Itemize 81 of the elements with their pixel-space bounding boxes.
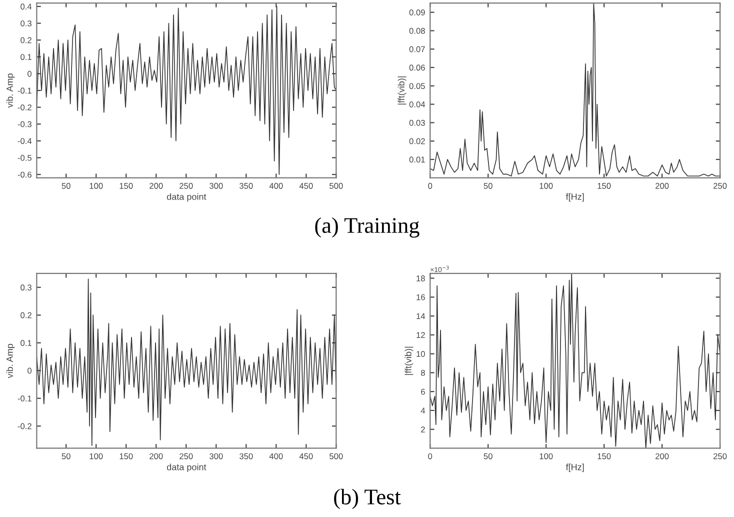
x-tick-label: 200 — [656, 182, 669, 189]
x-tick-label: 100 — [540, 453, 553, 460]
y-tick-label: 4 — [420, 408, 426, 414]
y-tick-label: 0.06 — [409, 64, 425, 71]
y-tick-label: 2 — [421, 426, 425, 432]
y-axis-title: |fft(vib)| — [404, 346, 414, 375]
x-tick-label: 50 — [484, 182, 492, 189]
x-tick-label: 500 — [330, 453, 343, 460]
y-tick-label: -0.1 — [18, 88, 32, 94]
x-tick-label: 100 — [540, 182, 553, 189]
x-tick-label: 0 — [428, 182, 432, 189]
y-tick-label: 0.03 — [409, 120, 425, 126]
text: (b) Test — [334, 488, 401, 509]
y-tick-label: -0.5 — [18, 154, 32, 161]
line-series — [36, 6, 336, 175]
x-tick-label: 50 — [62, 453, 70, 460]
x-tick-label: 350 — [240, 453, 253, 460]
x-tick-label: 500 — [330, 182, 343, 189]
line-series — [430, 3, 720, 176]
y-tick-label: 0.08 — [409, 28, 425, 34]
line-series — [430, 273, 720, 448]
y-tick-label: 8 — [420, 370, 425, 376]
y-tick-label: 0.09 — [409, 10, 425, 16]
y-tick-label: 0.02 — [409, 138, 425, 144]
x-axis-title: data point — [166, 193, 206, 202]
x-tick-label: 450 — [299, 453, 313, 460]
y-tick-label: 0.1 — [20, 340, 32, 346]
x-tick-label: 400 — [269, 453, 283, 460]
x-tick-label: 150 — [598, 182, 611, 189]
y-tick-label: -0.2 — [18, 423, 32, 430]
x-tick-label: 300 — [210, 182, 223, 189]
x-tick-label: 200 — [656, 453, 669, 460]
y-tick-label: 0 — [28, 368, 32, 374]
x-tick-label: 100 — [90, 182, 103, 189]
y-tick-label: -0.2 — [18, 104, 32, 110]
y-tick-label: -0.1 — [18, 396, 32, 402]
y-tick-label: -0.4 — [18, 138, 32, 144]
y-axis-title: vib. Amp — [6, 344, 15, 378]
y-tick-label: 6 — [421, 388, 425, 395]
y-tick-label: -0.3 — [18, 121, 32, 128]
y-tick-label: 0.3 — [20, 20, 32, 26]
y-tick-label: 12 — [416, 332, 425, 338]
y-tick-label: 0.1 — [20, 54, 32, 60]
x-tick-label: 250 — [180, 453, 193, 460]
y-tick-label: 10 — [416, 350, 425, 357]
x-axis-title: f[Hz] — [566, 464, 584, 472]
y-tick-label: -0.6 — [18, 172, 32, 178]
x-axis-title: data point — [166, 464, 206, 472]
x-tick-label: 300 — [210, 453, 223, 460]
x-tick-label: 50 — [62, 182, 70, 189]
line-series — [36, 278, 336, 446]
y-tick-label: 0 — [28, 70, 32, 77]
x-tick-label: 100 — [90, 453, 103, 460]
text: (a) Training — [315, 217, 420, 238]
y-tick-label: 0.07 — [409, 46, 425, 52]
x-tick-label: 0 — [428, 453, 432, 460]
x-tick-label: 350 — [240, 182, 253, 189]
y-tick-label: 0.2 — [20, 37, 32, 44]
y-axis-title: |fft(vib)| — [398, 76, 406, 104]
y-tick-label: 18 — [416, 275, 425, 282]
y-tick-label: 0.3 — [20, 284, 32, 290]
x-tick-label: 200 — [150, 182, 163, 189]
x-tick-label: 250 — [180, 182, 193, 189]
y-tick-label: 0.04 — [409, 101, 426, 108]
x-tick-label: 50 — [484, 453, 492, 460]
y-tick-label: 0.2 — [20, 312, 32, 318]
x-tick-label: 400 — [269, 182, 283, 189]
x-tick-label: 250 — [714, 453, 727, 460]
y-tick-label: 16 — [416, 294, 425, 300]
y-axis-title: vib. Amp — [6, 74, 15, 108]
x-tick-label: 150 — [120, 453, 133, 460]
x-tick-label: 150 — [120, 182, 133, 189]
x-tick-label: 150 — [598, 453, 611, 460]
y-tick-label: 14 — [416, 313, 426, 320]
x-tick-label: 200 — [150, 453, 163, 460]
y-tick-label: 0.4 — [20, 4, 32, 10]
x-tick-label: 450 — [299, 182, 313, 189]
x-axis-title: f[Hz] — [566, 193, 584, 202]
y-tick-label: 0.01 — [409, 156, 425, 163]
y-tick-label: 0.05 — [409, 83, 425, 89]
x-tick-label: 250 — [714, 182, 727, 189]
